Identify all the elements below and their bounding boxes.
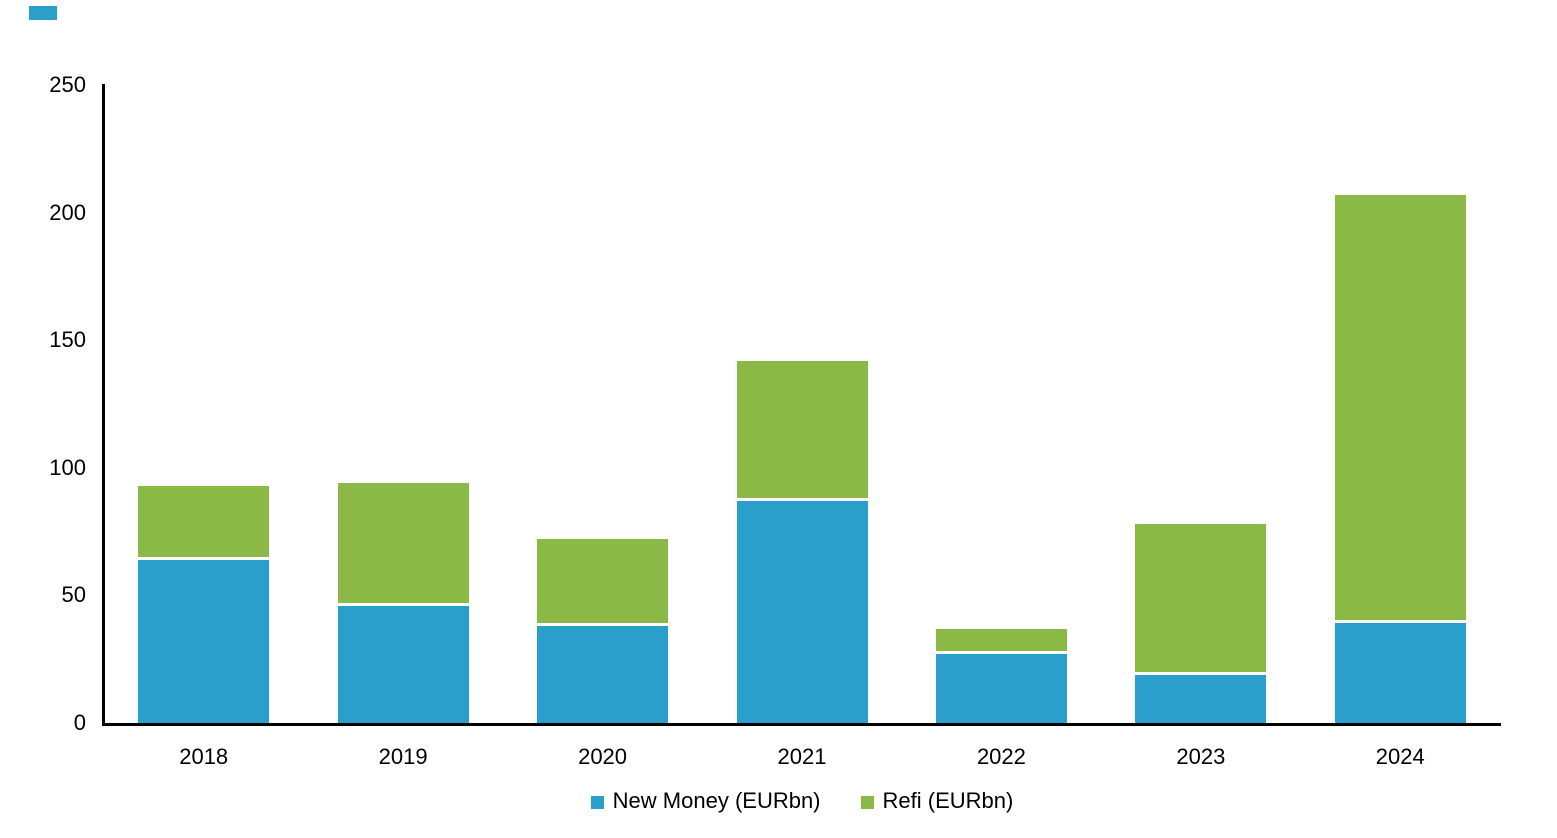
y-tick-label: 0 <box>73 710 86 735</box>
x-axis-line <box>102 723 1501 726</box>
bar-2020-segment-refi <box>537 539 669 627</box>
legend-item-refi: Refi (EURbn) <box>860 787 1014 815</box>
legend-item-new-money: New Money (EURbn) <box>590 787 821 815</box>
bar-2019-segment-new-money <box>337 605 469 723</box>
legend-label-new-money: New Money (EURbn) <box>612 788 821 813</box>
bar-2021-segment-refi <box>736 360 868 501</box>
x-category-label: 2020 <box>578 744 628 769</box>
accent-square <box>29 6 57 20</box>
legend-swatch-new-money-icon <box>590 795 604 809</box>
bar-2018-segment-refi <box>138 485 270 560</box>
bar-2024-segment-refi <box>1334 194 1466 624</box>
x-category-label: 2021 <box>777 744 827 769</box>
bar-2019-segment-refi <box>337 483 469 606</box>
x-category-label: 2022 <box>976 744 1026 769</box>
y-tick-label: 100 <box>49 454 86 480</box>
bar-2022-segment-new-money <box>935 654 1067 723</box>
y-axis-line <box>102 84 105 726</box>
legend-swatch-refi-icon <box>860 795 874 809</box>
bar-2024-segment-new-money <box>1334 623 1466 723</box>
bar-2021-segment-new-money <box>736 500 868 723</box>
x-category-label: 2019 <box>378 744 428 769</box>
y-tick-label: 200 <box>49 199 86 225</box>
y-tick-label: 250 <box>49 72 86 97</box>
y-tick-label: 50 <box>61 582 86 608</box>
legend-label-refi: Refi (EURbn) <box>882 788 1014 813</box>
bar-2022-segment-refi <box>935 628 1067 655</box>
x-category-label: 2023 <box>1176 744 1226 769</box>
x-category-label: 2018 <box>179 744 229 769</box>
y-tick-label: 150 <box>49 327 86 353</box>
bar-2023-segment-refi <box>1135 523 1267 675</box>
bar-2018-segment-new-money <box>138 559 270 723</box>
bar-2023-segment-new-money <box>1135 674 1267 723</box>
legend: New Money (EURbn) Refi (EURbn) <box>104 787 1500 815</box>
bar-2020-segment-new-money <box>537 626 669 723</box>
x-category-label: 2024 <box>1375 744 1425 769</box>
